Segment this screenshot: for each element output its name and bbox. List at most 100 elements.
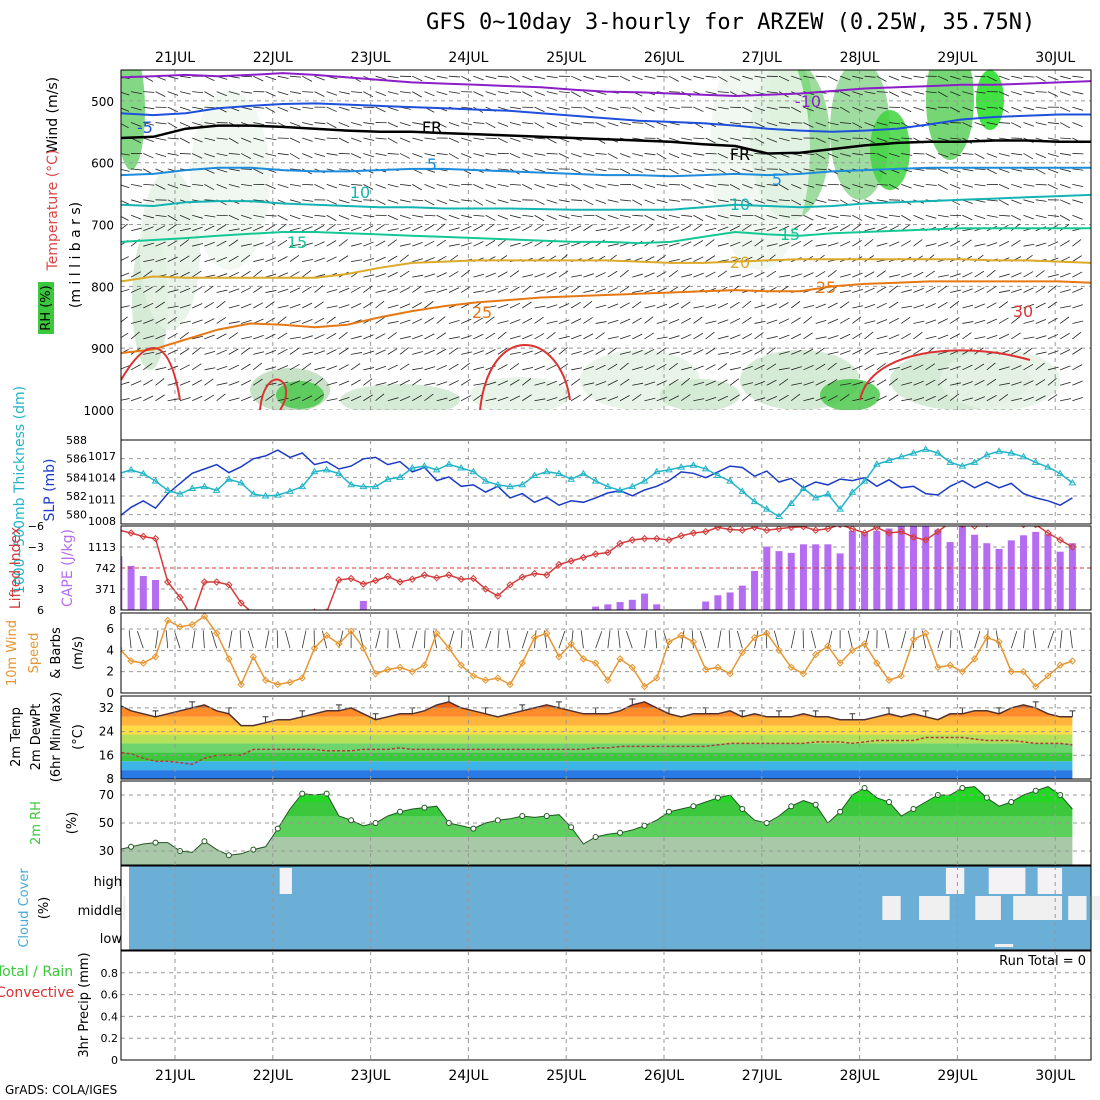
wind-barb [876, 379, 887, 386]
wind-barb [632, 106, 643, 113]
thickness-line-point [1031, 458, 1040, 465]
wind-barb [216, 183, 227, 189]
wind10-line-point [408, 667, 416, 676]
wind10-line-point [420, 661, 429, 669]
wind-barb [522, 378, 532, 386]
lifted-index-line-point [275, 611, 281, 617]
wind-barb [840, 382, 852, 386]
wind10-barb [202, 630, 205, 649]
wind-barb [155, 285, 165, 293]
wind-barb [937, 318, 948, 324]
wind-barb [534, 153, 546, 156]
wind10-line-point [384, 665, 392, 674]
wind-barb [179, 288, 191, 293]
wind-barb [485, 381, 497, 386]
wind10-barb [521, 630, 529, 649]
rh2m-point [861, 785, 868, 791]
wind10-line-point [347, 627, 355, 635]
temp-tick: 8 [106, 772, 114, 786]
wind-barb [839, 241, 851, 247]
wind-barb [363, 106, 375, 109]
contour-label: 10 [730, 195, 750, 214]
wind-barb [412, 351, 423, 355]
wind-barb [656, 106, 668, 111]
li-tick: 0 [37, 562, 44, 575]
wind-barb [778, 199, 790, 202]
wind-barb [375, 137, 387, 140]
wind-barb [436, 214, 447, 221]
lifted-index-line-point [689, 529, 698, 537]
wind-barb [949, 240, 961, 247]
wind10-barb [485, 630, 492, 649]
wind-barb [448, 122, 460, 127]
wind-barb [167, 91, 179, 96]
wind-barb [326, 214, 337, 221]
wind-barb [974, 183, 986, 187]
wind-barb [204, 225, 215, 232]
lifted-index-line-point [200, 578, 209, 586]
wind-barb [827, 395, 838, 402]
wind-barb [791, 317, 801, 324]
lifted-index-line-point [189, 614, 195, 620]
wind-barb [1059, 332, 1070, 340]
lifted-index-line-point [127, 529, 135, 537]
wind-barb [558, 347, 568, 355]
wind-barb [448, 396, 460, 402]
wind-barb [876, 226, 888, 232]
li-tick: −6 [28, 520, 44, 533]
wind-barb [277, 214, 288, 221]
wind-barb [864, 304, 876, 309]
wind-barb [253, 137, 265, 142]
wind-barb [607, 396, 619, 402]
wind-barb [827, 199, 839, 202]
wind10-line-point [701, 665, 710, 674]
cape-bar [824, 544, 832, 610]
wind-barb [815, 363, 826, 371]
wind-barb [509, 199, 521, 202]
wind-barb [974, 336, 986, 340]
wind-barb [986, 199, 998, 202]
wind-barb [656, 347, 666, 355]
wind10-barb [937, 630, 944, 649]
wind-barb [522, 153, 533, 158]
wind-barb [693, 349, 704, 355]
wind10-barb [827, 630, 833, 649]
wind-barb [571, 106, 583, 109]
wind-barb [265, 257, 276, 263]
wind-barb [681, 137, 693, 141]
thickness-line-point [836, 505, 845, 512]
wind-barb [583, 393, 593, 402]
wind-barb [130, 122, 142, 127]
wind-barb [595, 183, 607, 188]
wind10-line-point [494, 674, 502, 682]
temp-band [121, 752, 1073, 762]
wind-barb [754, 364, 765, 371]
wind-barb [241, 243, 252, 247]
cloud-clear-middle [1068, 896, 1087, 920]
cape-tick: 371 [95, 583, 116, 596]
wind10-barb [949, 630, 952, 649]
wind-barb [681, 317, 692, 324]
top-day-label: 23JUL [351, 50, 391, 66]
wind-barb [192, 153, 203, 159]
lifted-index-line-point [371, 576, 380, 585]
wind-barb [289, 75, 301, 78]
wind-barb [986, 378, 997, 386]
thickness-line-point [249, 490, 258, 497]
wind-barb [314, 214, 326, 217]
wind10-barb [448, 630, 455, 649]
wind10-line-point [274, 680, 282, 689]
wind-barb [375, 75, 387, 80]
wind-barb [387, 228, 399, 232]
wind-barb [815, 271, 826, 278]
wind-barb [607, 243, 619, 247]
wind-barb [363, 137, 375, 141]
wind-barb [204, 137, 216, 142]
wind-barb [558, 106, 570, 110]
wind-barb [338, 239, 348, 247]
wind-barb [974, 91, 986, 94]
wind-barb [876, 302, 887, 309]
rh2m-point [152, 839, 159, 846]
wind-barb [754, 168, 766, 172]
wind-barb [253, 153, 264, 158]
